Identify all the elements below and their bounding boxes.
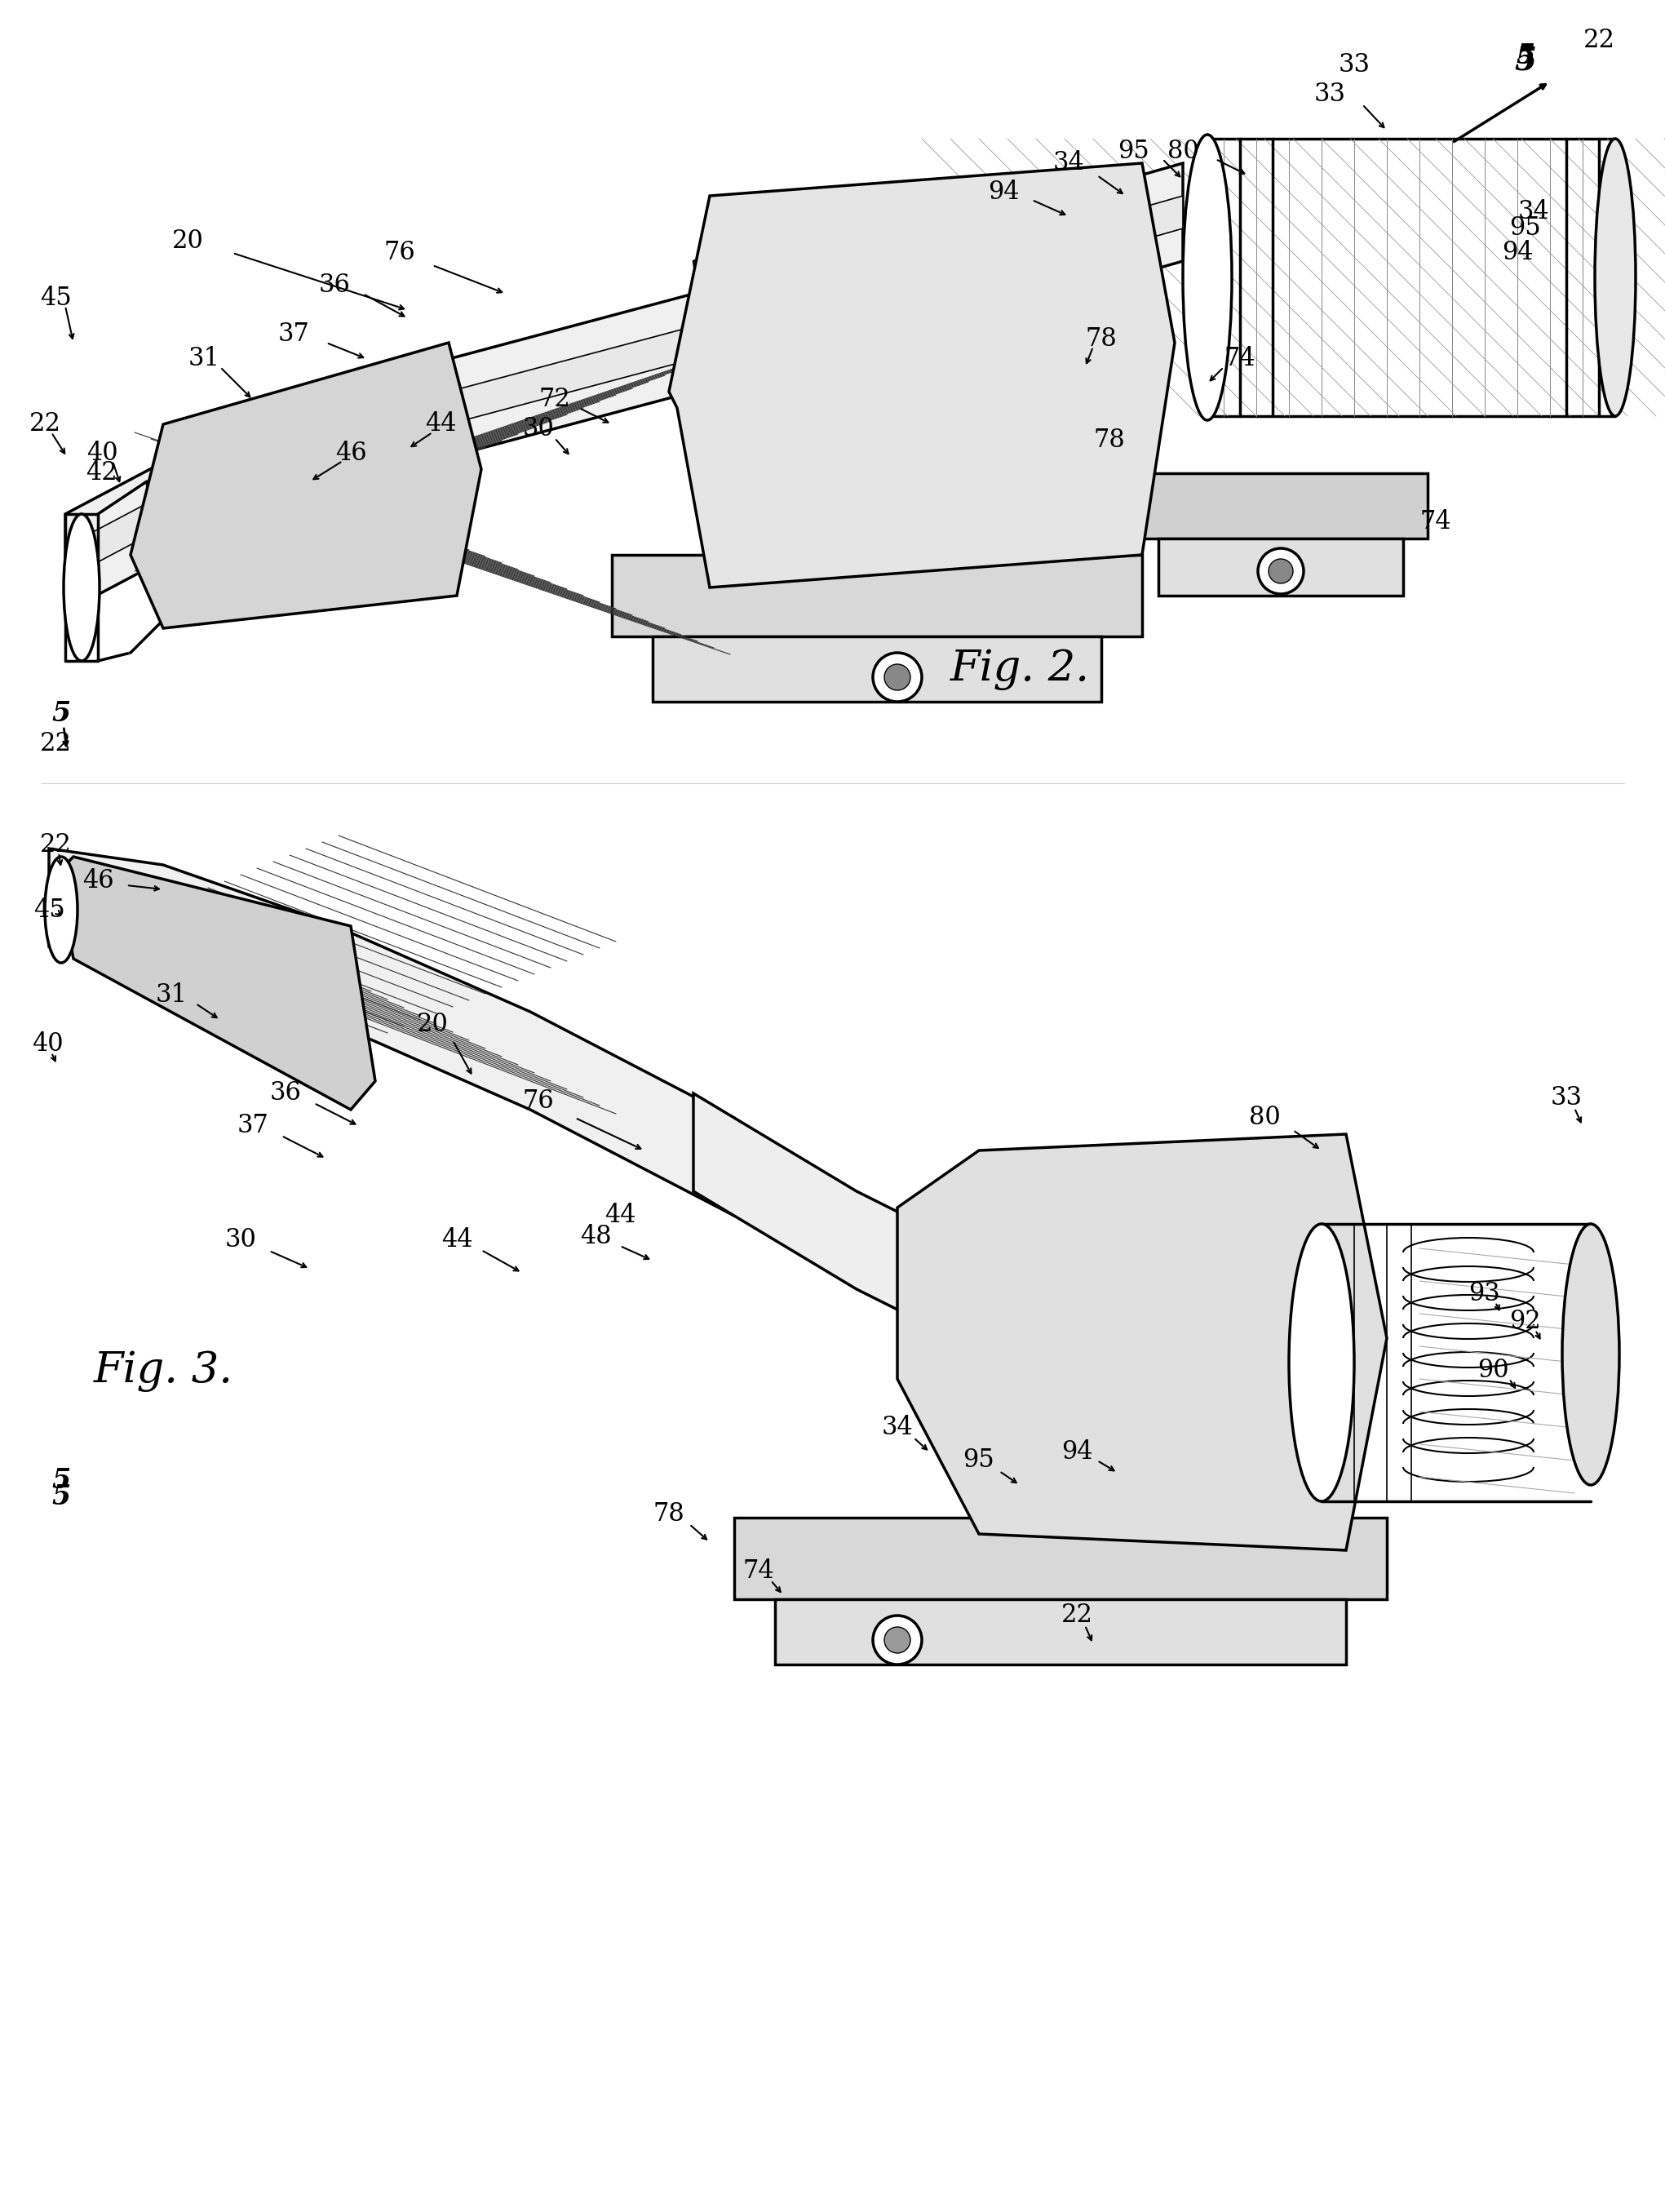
Text: 5: 5 <box>1517 42 1535 69</box>
Text: 20: 20 <box>416 1011 448 1037</box>
Text: 80: 80 <box>1167 139 1199 164</box>
Ellipse shape <box>1289 1223 1354 1502</box>
Text: 5: 5 <box>52 1484 70 1511</box>
Text: 22: 22 <box>28 411 62 438</box>
Ellipse shape <box>1562 1223 1620 1484</box>
Text: 76: 76 <box>523 1088 554 1115</box>
Text: 74: 74 <box>1224 347 1255 372</box>
Text: 80: 80 <box>1249 1106 1280 1130</box>
Text: 45: 45 <box>40 285 72 310</box>
Polygon shape <box>65 164 1182 613</box>
Ellipse shape <box>63 513 100 661</box>
Text: 93: 93 <box>1469 1281 1500 1305</box>
Polygon shape <box>1126 473 1427 538</box>
Text: 36: 36 <box>270 1082 301 1106</box>
Text: 78: 78 <box>653 1502 684 1526</box>
Text: 46: 46 <box>82 869 113 894</box>
Polygon shape <box>1159 538 1404 595</box>
Text: 72: 72 <box>539 387 571 411</box>
Text: 92: 92 <box>1510 1310 1542 1334</box>
Text: 31: 31 <box>155 982 186 1009</box>
Ellipse shape <box>872 1615 922 1663</box>
Text: 33: 33 <box>1339 53 1370 77</box>
Text: Fig. 2.: Fig. 2. <box>951 648 1089 690</box>
Text: 5: 5 <box>1515 46 1537 77</box>
Text: 36: 36 <box>318 272 350 299</box>
Text: 37: 37 <box>236 1113 268 1139</box>
Text: 94: 94 <box>987 179 1019 204</box>
Text: 78: 78 <box>1094 427 1126 453</box>
Text: 95: 95 <box>1510 217 1542 241</box>
Polygon shape <box>693 179 1142 588</box>
Text: 44: 44 <box>604 1203 636 1228</box>
Text: 95: 95 <box>962 1449 994 1473</box>
Text: 34: 34 <box>881 1416 912 1440</box>
Text: 30: 30 <box>225 1228 256 1252</box>
Text: 22: 22 <box>40 832 72 856</box>
Text: 48: 48 <box>579 1223 611 1250</box>
Polygon shape <box>48 849 734 1217</box>
Text: 22: 22 <box>40 732 72 757</box>
Polygon shape <box>653 637 1101 701</box>
Polygon shape <box>57 856 375 1110</box>
Ellipse shape <box>884 664 911 690</box>
Ellipse shape <box>1595 139 1635 416</box>
Polygon shape <box>65 197 1182 580</box>
Ellipse shape <box>45 856 78 962</box>
Text: 90: 90 <box>1477 1358 1508 1382</box>
Text: 34: 34 <box>1518 199 1550 226</box>
Ellipse shape <box>1269 560 1294 584</box>
Polygon shape <box>611 555 1142 637</box>
Ellipse shape <box>872 653 922 701</box>
Text: 33: 33 <box>1314 82 1345 106</box>
Polygon shape <box>897 1135 1387 1551</box>
Text: Fig. 3.: Fig. 3. <box>93 1349 233 1391</box>
Text: 22: 22 <box>1061 1604 1092 1628</box>
Text: 5: 5 <box>52 701 70 728</box>
Text: 44: 44 <box>441 1228 473 1252</box>
Polygon shape <box>130 343 481 628</box>
Text: 40: 40 <box>87 440 118 465</box>
Text: 5: 5 <box>52 1467 70 1495</box>
Text: 94: 94 <box>1061 1440 1092 1464</box>
Ellipse shape <box>1182 135 1232 420</box>
Ellipse shape <box>1259 549 1304 595</box>
Text: 30: 30 <box>523 416 554 440</box>
Text: 74: 74 <box>1420 509 1452 535</box>
Text: 37: 37 <box>278 323 310 347</box>
Text: 94: 94 <box>1502 241 1533 265</box>
Text: 40: 40 <box>32 1031 63 1057</box>
Text: 45: 45 <box>33 898 65 922</box>
Polygon shape <box>774 1599 1345 1663</box>
Text: 74: 74 <box>743 1557 774 1584</box>
Text: 44: 44 <box>425 411 456 438</box>
Text: 31: 31 <box>188 347 220 372</box>
Text: 22: 22 <box>1583 29 1615 53</box>
Text: 95: 95 <box>1119 139 1151 164</box>
Text: 34: 34 <box>1052 150 1084 175</box>
Text: 78: 78 <box>1086 325 1117 352</box>
Polygon shape <box>734 1517 1387 1599</box>
Polygon shape <box>669 164 1175 588</box>
Text: 46: 46 <box>335 440 366 465</box>
Ellipse shape <box>884 1628 911 1652</box>
Text: 76: 76 <box>385 241 416 265</box>
Text: 20: 20 <box>171 228 203 254</box>
Text: 42: 42 <box>87 460 118 487</box>
Text: 33: 33 <box>1550 1084 1582 1110</box>
Polygon shape <box>693 1093 1126 1411</box>
